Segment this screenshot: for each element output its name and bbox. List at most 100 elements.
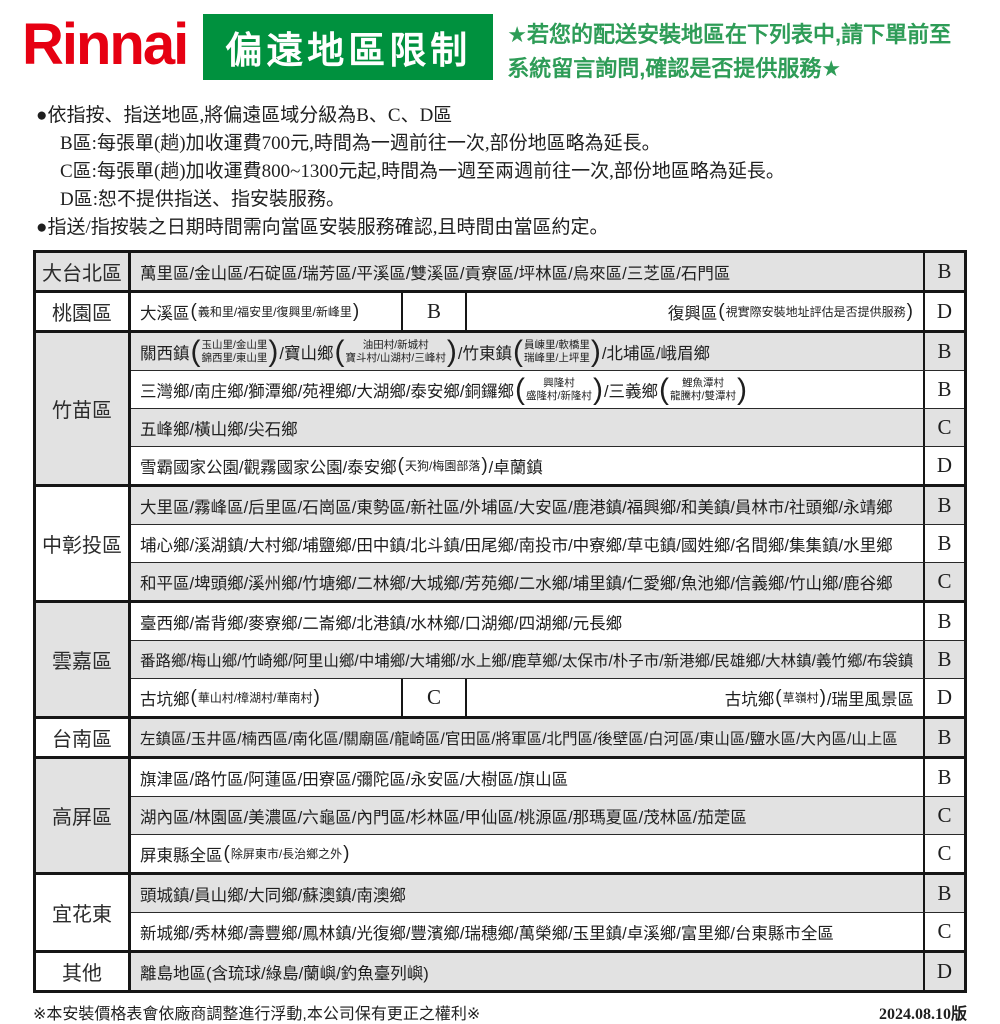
area-list-cell: 大溪區(義和里/福安里/復興里/新峰里) bbox=[131, 293, 401, 330]
area-text: /北埔區/峨眉鄉 bbox=[601, 344, 711, 363]
region-group: 高屏區 旗津區/路竹區/阿蓮區/田寮區/彌陀區/永安區/大樹區/旗山區 B 湖內區/林… bbox=[36, 756, 964, 872]
grade-cell: B bbox=[923, 487, 964, 524]
grade-cell: B bbox=[401, 293, 467, 330]
area-list-cell: 左鎮區/玉井區/楠西區/南化區/關廟區/龍崎區/官田區/將軍區/北門區/後壁區/… bbox=[131, 719, 923, 756]
area-text: /瑞里風景區 bbox=[826, 690, 914, 709]
village-stack: 鯉魚潭村 龍騰村/雙潭村 bbox=[670, 377, 736, 402]
village-line: 員崠里/軟橋里 bbox=[523, 339, 590, 351]
region-rows: 離島地區(含琉球/綠島/蘭嶼/釣魚臺列嶼) D bbox=[131, 953, 964, 990]
area-list-cell: 屏東縣全區(除屏東市/長治鄉之外) bbox=[131, 835, 923, 872]
area-list-cell: 雪霸國家公園/觀霧國家公園/泰安鄉(天狗/梅園部落)/卓蘭鎮 bbox=[131, 447, 923, 484]
region-label-cell: 桃園區 bbox=[36, 293, 131, 330]
paren-open: ( bbox=[190, 686, 197, 708]
grade-cell: D bbox=[923, 679, 964, 716]
region-rows: 旗津區/路竹區/阿蓮區/田寮區/彌陀區/永安區/大樹區/旗山區 B 湖內區/林園區/… bbox=[131, 759, 964, 872]
grade-cell: D bbox=[923, 953, 964, 990]
village-line: 油田村/新城村 bbox=[362, 339, 429, 351]
region-label-cell: 大台北區 bbox=[36, 253, 131, 290]
table-row: 湖內區/林園區/美濃區/六龜區/內門區/杉林區/甲仙區/桃源區/那瑪夏區/茂林區… bbox=[131, 796, 964, 834]
grade-cell: C bbox=[923, 563, 964, 600]
table-row: 關西鎮(玉山里/金山里 錦西里/東山里)/寶山鄉(油田村/新城村 寶斗村/山湖村/三… bbox=[131, 333, 964, 370]
area-text: 旗津區/路竹區/阿蓮區/田寮區/彌陀區/永安區/大樹區/旗山區 bbox=[140, 770, 569, 789]
region-group: 雲嘉區 臺西鄉/崙背鄉/麥寮鄉/二崙鄉/北港鎮/水林鄉/口湖鄉/四湖鄉/元長鄉 B 番… bbox=[36, 600, 964, 716]
area-text: 屏東縣全區 bbox=[140, 846, 223, 865]
grade-cell: B bbox=[923, 371, 964, 408]
table-row: 離島地區(含琉球/綠島/蘭嶼/釣魚臺列嶼) D bbox=[131, 953, 964, 990]
table-row: 埔心鄉/溪湖鎮/大村鄉/埔鹽鄉/田中鎮/北斗鎮/田尾鄉/南投市/中寮鄉/草屯鎮/… bbox=[131, 524, 964, 562]
area-list-cell: 古坑鄉(草嶺村)/瑞里風景區 bbox=[467, 679, 923, 716]
area-text: 古坑鄉 bbox=[724, 690, 775, 709]
region-group: 其他 離島地區(含琉球/綠島/蘭嶼/釣魚臺列嶼) D bbox=[36, 950, 964, 990]
region-label-cell: 台南區 bbox=[36, 719, 131, 756]
village-stack: 員崠里/軟橋里 瑞峰里/上坪里 bbox=[524, 339, 590, 364]
area-text: 離島地區(含琉球/綠島/蘭嶼/釣魚臺列嶼) bbox=[140, 964, 429, 983]
grade-cell: B bbox=[923, 603, 964, 640]
region-group: 宜花東 頭城鎮/員山鄉/大同鄉/蘇澳鎮/南澳鄉 B 新城鄉/秀林鄉/壽豐鄉/鳳林鎮/光… bbox=[36, 872, 964, 950]
paren-close: ) bbox=[352, 300, 360, 322]
area-text: 三灣鄉/南庄鄉/獅潭鄉/苑裡鄉/大湖鄉/泰安鄉/銅鑼鄉 bbox=[140, 382, 515, 401]
area-list-cell: 關西鎮(玉山里/金山里 錦西里/東山里)/寶山鄉(油田村/新城村 寶斗村/山湖村/三… bbox=[140, 334, 711, 368]
village-line: 盛隆村/新隆村 bbox=[526, 389, 592, 402]
area-text: 頭城鎮/員山鄉/大同鄉/蘇澳鎮/南澳鄉 bbox=[140, 886, 406, 905]
area-text: 湖內區/林園區/美濃區/六龜區/內門區/杉林區/甲仙區/桃源區/那瑪夏區/茂林區… bbox=[140, 808, 747, 827]
area-text: 埔心鄉/溪湖鎮/大村鄉/埔鹽鄉/田中鎮/北斗鎮/田尾鄉/南投市/中寮鄉/草屯鎮/… bbox=[140, 536, 893, 555]
grade-cell: B bbox=[923, 759, 964, 796]
intro-line-b: B區:每張單(趟)加收運費700元,時間為一週前往一次,部份地區略為延長。 bbox=[60, 133, 661, 154]
area-text: 關西鎮 bbox=[140, 344, 190, 363]
village-stack: 興隆村 盛隆村/新隆村 bbox=[526, 377, 592, 402]
area-list-cell: 古坑鄉(華山村/樟湖村/華南村) bbox=[131, 679, 401, 716]
grade-cell: B bbox=[923, 525, 964, 562]
table-row: 三灣鄉/南庄鄉/獅潭鄉/苑裡鄉/大湖鄉/泰安鄉/銅鑼鄉(興隆村 盛隆村/新隆村) /… bbox=[131, 370, 964, 408]
area-text: 新城鄉/秀林鄉/壽豐鄉/鳳林鎮/光復鄉/豐濱鄉/瑞穗鄉/萬榮鄉/玉里鎮/卓溪鄉/… bbox=[140, 924, 834, 943]
table-row: 雪霸國家公園/觀霧國家公園/泰安鄉(天狗/梅園部落)/卓蘭鎮 D bbox=[131, 446, 964, 484]
paren-close: ) bbox=[313, 686, 320, 708]
village-line: 玉山里/金山里 bbox=[201, 339, 268, 351]
region-rows: 頭城鎮/員山鄉/大同鄉/蘇澳鎮/南澳鄉 B 新城鄉/秀林鄉/壽豐鄉/鳳林鎮/光復鄉/… bbox=[131, 875, 964, 950]
grade-cell: C bbox=[923, 409, 964, 446]
area-list-cell: 離島地區(含琉球/綠島/蘭嶼/釣魚臺列嶼) bbox=[131, 953, 923, 990]
table-row: 五峰鄉/橫山鄉/尖石鄉 C bbox=[131, 408, 964, 446]
table-row: 旗津區/路竹區/阿蓮區/田寮區/彌陀區/永安區/大樹區/旗山區 B bbox=[131, 759, 964, 796]
area-text: /三義鄉 bbox=[603, 382, 659, 401]
region-rows: 大里區/霧峰區/后里區/石崗區/東勢區/新社區/外埔區/大安區/鹿港鎮/福興鄉/… bbox=[131, 487, 964, 600]
rinnai-logo: Rinnai bbox=[22, 12, 189, 77]
area-subtext: 天狗/梅園部落 bbox=[405, 459, 481, 473]
area-text: 古坑鄉 bbox=[140, 690, 190, 709]
village-line: 錦西里/東山里 bbox=[201, 351, 268, 364]
table-row: 古坑鄉(華山村/樟湖村/華南村) C 古坑鄉(草嶺村)/瑞里風景區 D bbox=[131, 678, 964, 716]
grade-cell: B bbox=[923, 719, 964, 756]
area-list-cell: 臺西鄉/崙背鄉/麥寮鄉/二崙鄉/北港鎮/水林鄉/口湖鄉/四湖鄉/元長鄉 bbox=[131, 603, 923, 640]
grade-cell: B bbox=[923, 875, 964, 912]
intro-line-c: C區:每張單(趟)加收運費800~1300元起,時間為一週至兩週前往一次,部份地… bbox=[60, 161, 785, 182]
intro-bullet-1: ●依指按、指送地區,將偏遠區域分級為B、C、D區 bbox=[36, 105, 453, 126]
table-row: 大里區/霧峰區/后里區/石崗區/東勢區/新社區/外埔區/大安區/鹿港鎮/福興鄉/… bbox=[131, 487, 964, 524]
village-line: 鯉魚潭村 bbox=[681, 377, 724, 389]
paren-open: ( bbox=[718, 300, 725, 322]
intro-bullet-2: ●指送/指按裝之日期時間需向當區安裝服務確認,且時間由當區約定。 bbox=[36, 217, 609, 238]
area-list-cell: 番路鄉/梅山鄉/竹崎鄉/阿里山鄉/中埔鄉/大埔鄉/水上鄉/鹿草鄉/太保市/朴子市… bbox=[131, 641, 923, 678]
grade-cell: B bbox=[923, 333, 964, 370]
title-badge: 偏遠地區限制 bbox=[203, 14, 494, 80]
area-list-cell: 埔心鄉/溪湖鎮/大村鄉/埔鹽鄉/田中鎮/北斗鎮/田尾鄉/南投市/中寮鄉/草屯鎮/… bbox=[131, 525, 923, 562]
area-list-cell: 新城鄉/秀林鄉/壽豐鄉/鳳林鎮/光復鄉/豐濱鄉/瑞穗鄉/萬榮鄉/玉里鎮/卓溪鄉/… bbox=[131, 913, 923, 950]
remote-area-table: 大台北區 萬里區/金山區/石碇區/瑞芳區/平溪區/雙溪區/貢寮區/坪林區/烏來區/… bbox=[33, 250, 967, 993]
footer: ※本安裝價格表會依廠商調整進行浮動,本公司保有更正之權利※ 2024.08.10… bbox=[33, 1000, 967, 1024]
area-text: 五峰鄉/橫山鄉/尖石鄉 bbox=[140, 420, 298, 439]
area-list-cell: 湖內區/林園區/美濃區/六龜區/內門區/杉林區/甲仙區/桃源區/那瑪夏區/茂林區… bbox=[131, 797, 923, 834]
area-list-cell: 和平區/埤頭鄉/溪州鄉/竹塘鄉/二林鄉/大城鄉/芳苑鄉/二水鄉/埔里鎮/仁愛鄉/… bbox=[131, 563, 923, 600]
area-text: /卓蘭鎮 bbox=[488, 458, 543, 477]
grade-cell: B bbox=[923, 641, 964, 678]
area-text: 大里區/霧峰區/后里區/石崗區/東勢區/新社區/外埔區/大安區/鹿港鎮/福興鄉/… bbox=[140, 498, 893, 517]
paren-open: ( bbox=[397, 454, 404, 476]
region-rows: 萬里區/金山區/石碇區/瑞芳區/平溪區/雙溪區/貢寮區/坪林區/烏來區/三芝區/… bbox=[131, 253, 964, 290]
area-subtext: 華山村/樟湖村/華南村 bbox=[197, 691, 313, 705]
area-list-cell: 旗津區/路竹區/阿蓮區/田寮區/彌陀區/永安區/大樹區/旗山區 bbox=[131, 759, 923, 796]
region-label-cell: 竹苗區 bbox=[36, 333, 131, 484]
table-row: 番路鄉/梅山鄉/竹崎鄉/阿里山鄉/中埔鄉/大埔鄉/水上鄉/鹿草鄉/太保市/朴子市… bbox=[131, 640, 964, 678]
region-label-cell: 雲嘉區 bbox=[36, 603, 131, 716]
village-stack: 油田村/新城村 寶斗村/山湖村/三峰村 bbox=[346, 339, 446, 364]
grade-cell: B bbox=[923, 253, 964, 290]
region-group: 中彰投區 大里區/霧峰區/后里區/石崗區/東勢區/新社區/外埔區/大安區/鹿港鎮/… bbox=[36, 484, 964, 600]
grade-cell: D bbox=[923, 293, 964, 330]
region-rows: 臺西鄉/崙背鄉/麥寮鄉/二崙鄉/北港鎮/水林鄉/口湖鄉/四湖鄉/元長鄉 B 番路鄉/… bbox=[131, 603, 964, 716]
